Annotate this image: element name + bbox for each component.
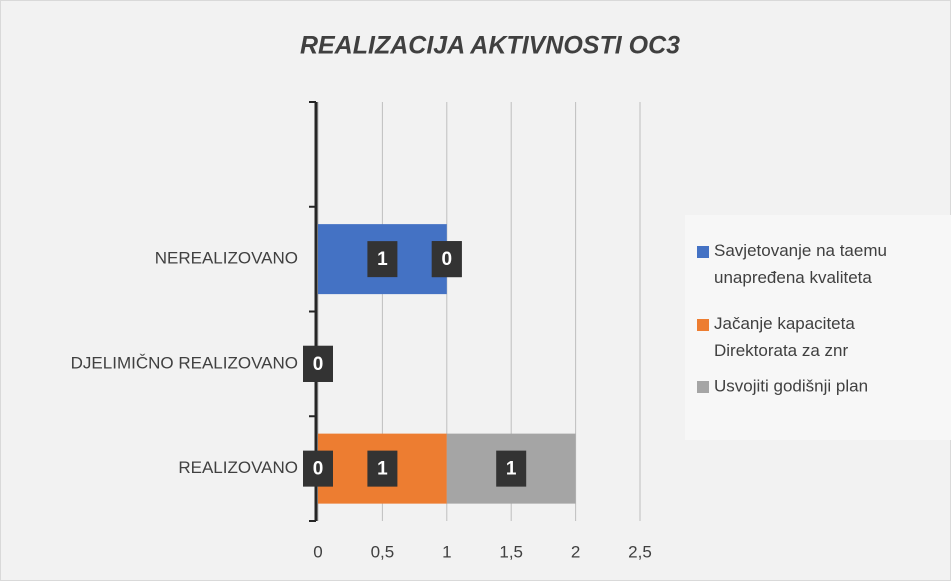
- legend-label: Savjetovanje na taemu unapređena kvalitet…: [714, 241, 887, 287]
- x-tick-label: 2: [571, 542, 580, 561]
- data-label-box: [303, 450, 333, 487]
- x-tick-label: 0: [313, 542, 322, 561]
- data-label-box: [431, 241, 462, 278]
- legend-label-line: Savjetovanje na taemu: [714, 241, 887, 260]
- legend-label: Usvojiti godišnji plan: [714, 376, 868, 395]
- legend-label-line: Jačanje kapaciteta: [714, 314, 855, 333]
- legend-label-line: unapređena kvaliteta: [714, 268, 872, 287]
- data-label: 1: [506, 459, 517, 480]
- y-tick-label: DJELIMIČNO REALIZOVANO: [71, 353, 298, 372]
- data-label: 0: [442, 249, 453, 270]
- x-tick-label: 1,5: [499, 542, 523, 561]
- data-label: 0: [313, 459, 324, 480]
- data-label-box: [367, 241, 398, 278]
- data-label-box: [367, 450, 398, 487]
- y-tick-label: NEREALIZOVANO: [155, 249, 298, 268]
- legend-box: [685, 215, 951, 440]
- data-label: 1: [377, 249, 388, 270]
- data-label: 0: [313, 354, 324, 375]
- legend-label: Jačanje kapaciteta Direktorata za znr: [714, 314, 855, 360]
- data-label-box: [496, 450, 527, 487]
- data-label-box: [303, 345, 333, 382]
- data-label: 1: [377, 459, 388, 480]
- legend-swatch: [697, 246, 709, 258]
- x-tick-label: 1: [442, 542, 451, 561]
- y-tick-label: REALIZOVANO: [178, 458, 298, 477]
- chart-title: REALIZACIJA AKTIVNOSTI OC3: [300, 32, 680, 60]
- legend-swatch: [697, 319, 709, 331]
- x-tick-label: 2,5: [628, 542, 652, 561]
- legend-swatch: [697, 381, 709, 393]
- legend-label-line: Direktorata za znr: [714, 341, 848, 360]
- x-tick-label: 0,5: [371, 542, 395, 561]
